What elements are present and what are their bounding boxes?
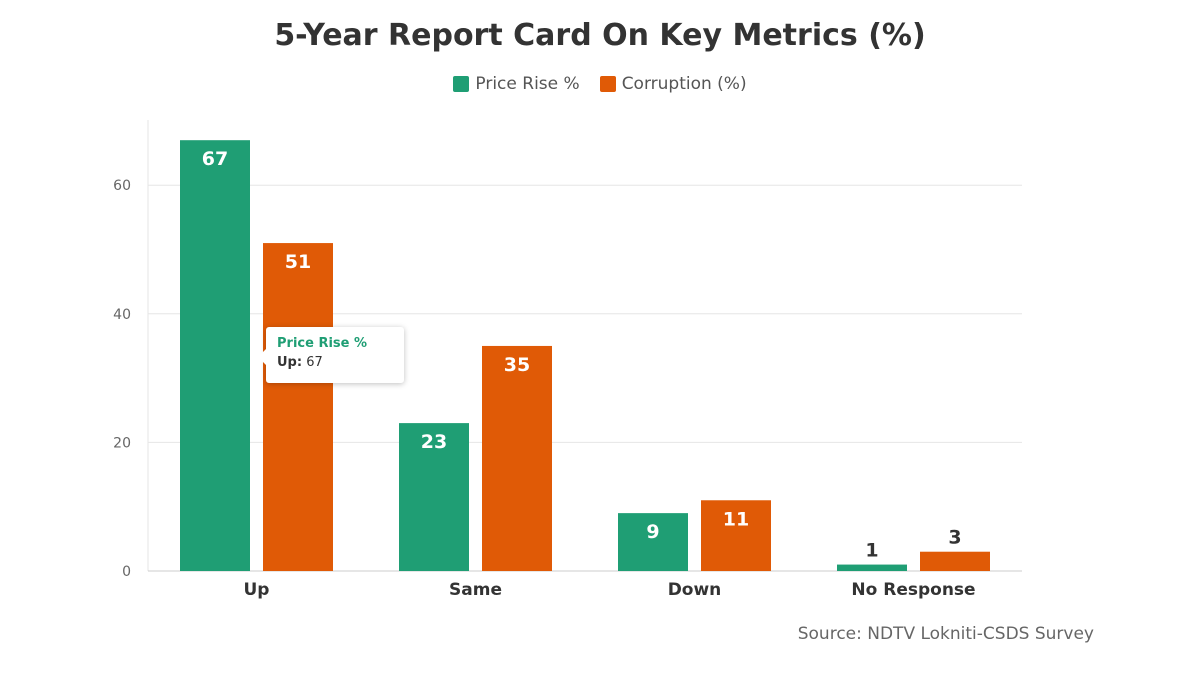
source-credit: Source: NDTV Lokniti-CSDS Survey bbox=[797, 624, 1094, 644]
data-label: 1 bbox=[865, 540, 878, 562]
x-tick-label: Up bbox=[244, 580, 270, 600]
data-label: 11 bbox=[723, 508, 749, 530]
y-tick-label: 40 bbox=[113, 307, 131, 323]
legend-label-corruption: Corruption (%) bbox=[621, 74, 747, 94]
y-tick-label: 60 bbox=[113, 178, 131, 194]
bar-price-rise bbox=[618, 513, 688, 571]
bar-corruption bbox=[263, 243, 333, 571]
data-label: 9 bbox=[646, 521, 659, 543]
tooltip-series-name: Price Rise % bbox=[277, 336, 368, 351]
tooltip-value: 67 bbox=[306, 355, 323, 370]
bar-corruption bbox=[482, 345, 552, 571]
legend-label-price-rise: Price Rise % bbox=[475, 74, 580, 94]
chart-title: 5-Year Report Card On Key Metrics (%) bbox=[274, 18, 926, 53]
bar-corruption bbox=[701, 500, 771, 571]
bar-corruption bbox=[920, 551, 990, 571]
bar-price-rise bbox=[180, 140, 250, 571]
tooltip: Price Rise % Up: 67 bbox=[258, 327, 404, 383]
x-tick-label: Same bbox=[449, 580, 502, 600]
data-label: 23 bbox=[421, 431, 447, 453]
x-tick-label: Down bbox=[668, 580, 722, 600]
legend: Price Rise % Corruption (%) bbox=[0, 74, 1200, 94]
x-tick-label: No Response bbox=[851, 580, 975, 600]
data-label: 3 bbox=[948, 527, 961, 549]
legend-item-price-rise[interactable]: Price Rise % bbox=[453, 74, 580, 94]
y-tick-label: 20 bbox=[113, 435, 131, 451]
data-label: 35 bbox=[504, 354, 530, 376]
bar-price-rise bbox=[399, 423, 469, 571]
data-label: 67 bbox=[202, 148, 228, 170]
y-tick-label: 0 bbox=[122, 564, 131, 580]
legend-swatch-corruption bbox=[599, 76, 616, 92]
tooltip-category-label: Up: bbox=[277, 355, 303, 370]
legend-item-corruption[interactable]: Corruption (%) bbox=[599, 74, 747, 94]
bar-price-rise bbox=[837, 564, 907, 571]
legend-swatch-price-rise bbox=[453, 76, 470, 92]
data-label: 51 bbox=[285, 251, 311, 273]
